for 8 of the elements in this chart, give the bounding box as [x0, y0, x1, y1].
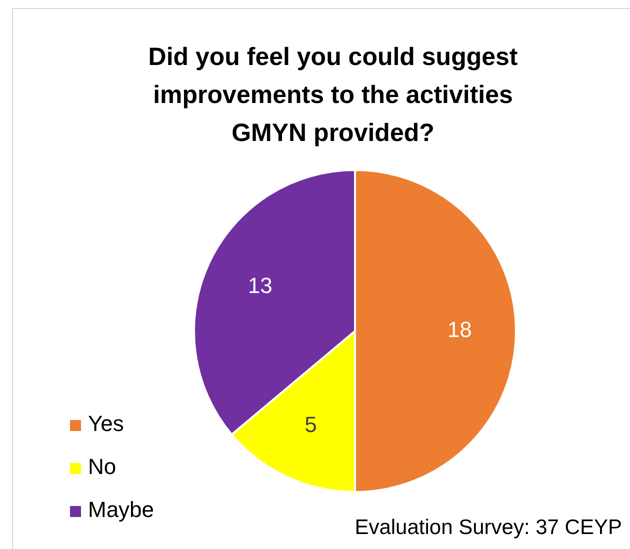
chart-title: Did you feel you could suggest improvements to the activities GMYN provided? — [148, 42, 518, 147]
text: Evaluation Survey: 37 CEYP — [354, 516, 622, 539]
data-label: 13 — [248, 272, 272, 298]
legend-label: Yes — [88, 411, 124, 436]
data-label: 18 — [447, 317, 472, 342]
legend-label: Maybe — [88, 497, 154, 522]
data-label: 5 — [304, 412, 317, 437]
legend-label: No — [88, 454, 116, 480]
